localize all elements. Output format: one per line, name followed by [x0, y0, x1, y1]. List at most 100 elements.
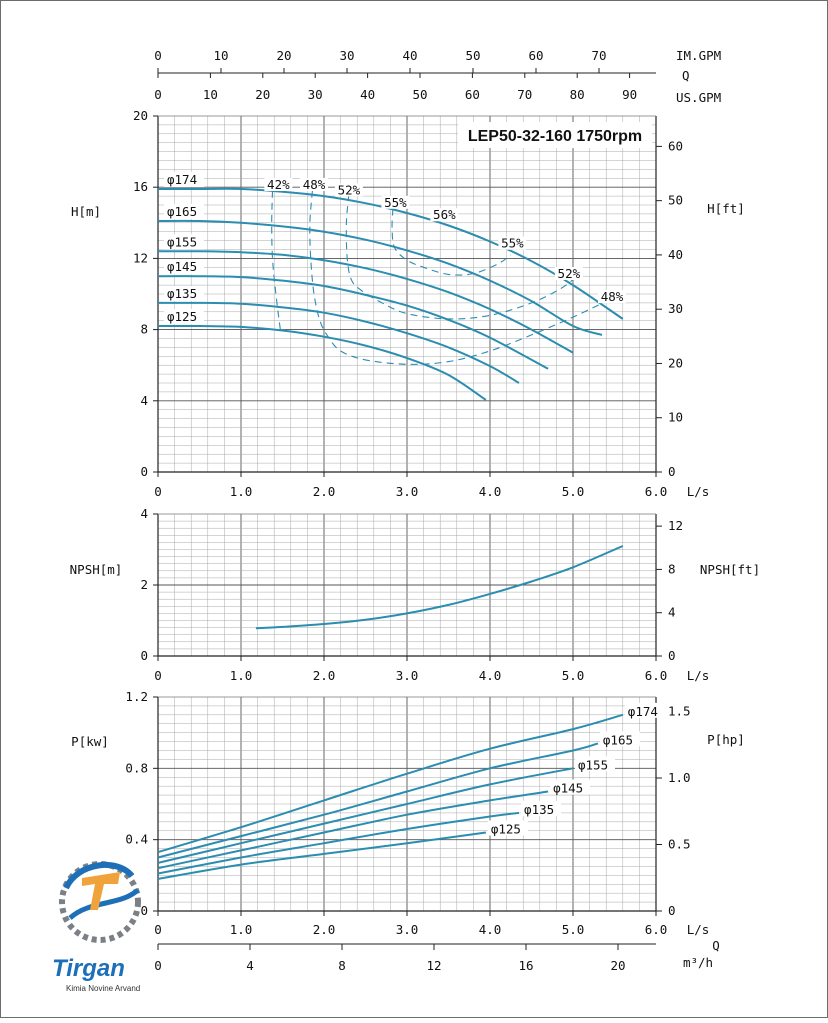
y-axis-label-right: H[ft] [707, 201, 745, 216]
usgpm-tick-label: 30 [308, 87, 323, 102]
m3h-tick-label: 4 [246, 958, 254, 973]
chart-title: LEP50-32-160 1750rpm [468, 128, 642, 145]
y-right-tick-label: 0.5 [668, 837, 691, 852]
efficiency-label-background [498, 236, 527, 250]
y-tick-label: 2 [140, 577, 148, 592]
y-right-tick-label: 20 [668, 355, 683, 370]
x-tick-label: 2.0 [313, 668, 336, 683]
efficiency-label-background [264, 177, 293, 191]
gear-icon [59, 861, 141, 943]
imgpm-tick-label: 60 [528, 48, 543, 63]
x-tick-label: 2.0 [313, 922, 336, 937]
x-axis-unit-label: L/s [687, 484, 710, 499]
efficiency-label-background [430, 208, 459, 222]
y-right-tick-label: 0 [668, 464, 676, 479]
curve-label-background [575, 756, 615, 772]
efficiency-label-background [598, 290, 627, 304]
y-tick-label: 4 [140, 506, 148, 521]
usgpm-tick-label: 0 [154, 87, 162, 102]
x-tick-label: 6.0 [645, 484, 668, 499]
power-curve-φ125 [157, 831, 487, 880]
curve-label-background [521, 800, 562, 816]
y-right-tick-label: 60 [668, 138, 683, 153]
curve-label-background [599, 731, 640, 747]
y-right-tick-label: 0 [668, 903, 676, 918]
power-curve-φ174 [157, 713, 624, 854]
usgpm-tick-label: 40 [360, 87, 375, 102]
logo-swoosh [63, 861, 135, 890]
efficiency-label: 52% [558, 266, 581, 281]
x-tick-label: 0 [154, 668, 162, 683]
head-curve-label: φ174 [167, 172, 197, 187]
head-curve-label: φ165 [167, 204, 197, 219]
usgpm-tick-label: 60 [465, 87, 480, 102]
x-tick-label: 4.0 [479, 668, 502, 683]
curve-label-background [624, 702, 665, 718]
usgpm-tick-label: 10 [203, 87, 218, 102]
power-curve-φ145 [157, 790, 549, 870]
usgpm-tick-label: 70 [517, 87, 532, 102]
y-right-tick-label: 8 [668, 561, 676, 576]
usgpm-tick-label: 90 [622, 87, 637, 102]
efficiency-label: 55% [501, 236, 524, 251]
imgpm-tick-label: 0 [154, 48, 162, 63]
imgpm-tick-label: 30 [339, 48, 354, 63]
x-tick-label: 0 [154, 484, 162, 499]
y-tick-label: 20 [133, 108, 148, 123]
y-axis-label-right: P[hp] [707, 732, 745, 747]
y-tick-label: 0.4 [125, 832, 148, 847]
x-tick-label: 0 [154, 922, 162, 937]
x-tick-label: 5.0 [562, 484, 585, 499]
y-axis-label-left: NPSH[m] [70, 562, 123, 577]
logo-subtitle: Kimia Novine Arvand [66, 984, 140, 993]
imgpm-tick-label: 10 [213, 48, 228, 63]
x-tick-label: 1.0 [230, 484, 253, 499]
x-axis-unit-label: L/s [687, 668, 710, 683]
bottom-q-label: Q [712, 938, 720, 953]
curve-label-background [550, 779, 591, 795]
head-curve-label: φ135 [167, 286, 197, 301]
efficiency-label: 55% [384, 195, 407, 210]
curve-label-background [164, 259, 204, 275]
x-tick-label: 5.0 [562, 668, 585, 683]
efficiency-label-background [554, 266, 583, 280]
x-tick-label: 6.0 [645, 922, 668, 937]
efficiency-contour-55 [391, 208, 512, 276]
logo-t-mark [82, 872, 120, 910]
imgpm-tick-label: 20 [276, 48, 291, 63]
y-right-tick-label: 30 [668, 301, 683, 316]
x-axis-unit-label: L/s [687, 922, 710, 937]
x-tick-label: 1.0 [230, 668, 253, 683]
power-curve-label: φ155 [578, 757, 608, 772]
power-curve-label: φ135 [524, 802, 554, 817]
x-tick-label: 4.0 [479, 484, 502, 499]
head-curve-label: φ145 [167, 259, 197, 274]
curve-label-background [164, 234, 204, 250]
efficiency-label-background [381, 195, 410, 209]
y-right-tick-label: 40 [668, 247, 683, 262]
x-tick-label: 3.0 [396, 668, 419, 683]
y-axis-label-left: P[kw] [71, 734, 109, 749]
curve-label-background [164, 309, 204, 325]
y-tick-label: 0 [140, 903, 148, 918]
y-tick-label: 4 [140, 393, 148, 408]
tirgan-logo: Tirgan Kimia Novine Arvand [52, 861, 141, 993]
y-tick-label: 1.2 [125, 689, 148, 704]
imgpm-tick-label: 40 [402, 48, 417, 63]
y-right-tick-label: 10 [668, 410, 683, 425]
imgpm-tick-label: 70 [591, 48, 606, 63]
x-tick-label: 5.0 [562, 922, 585, 937]
efficiency-label: 48% [303, 177, 326, 192]
y-right-tick-label: 0 [668, 648, 676, 663]
usgpm-tick-label: 80 [570, 87, 585, 102]
efficiency-contour-48 [309, 190, 611, 365]
head-curve-φ125 [157, 324, 487, 401]
m3h-tick-label: 8 [338, 958, 346, 973]
y-right-tick-label: 4 [668, 605, 676, 620]
head-curve-φ155 [157, 250, 574, 354]
top-q-label: Q [682, 68, 690, 83]
y-axis-label-left: H[m] [71, 204, 101, 219]
